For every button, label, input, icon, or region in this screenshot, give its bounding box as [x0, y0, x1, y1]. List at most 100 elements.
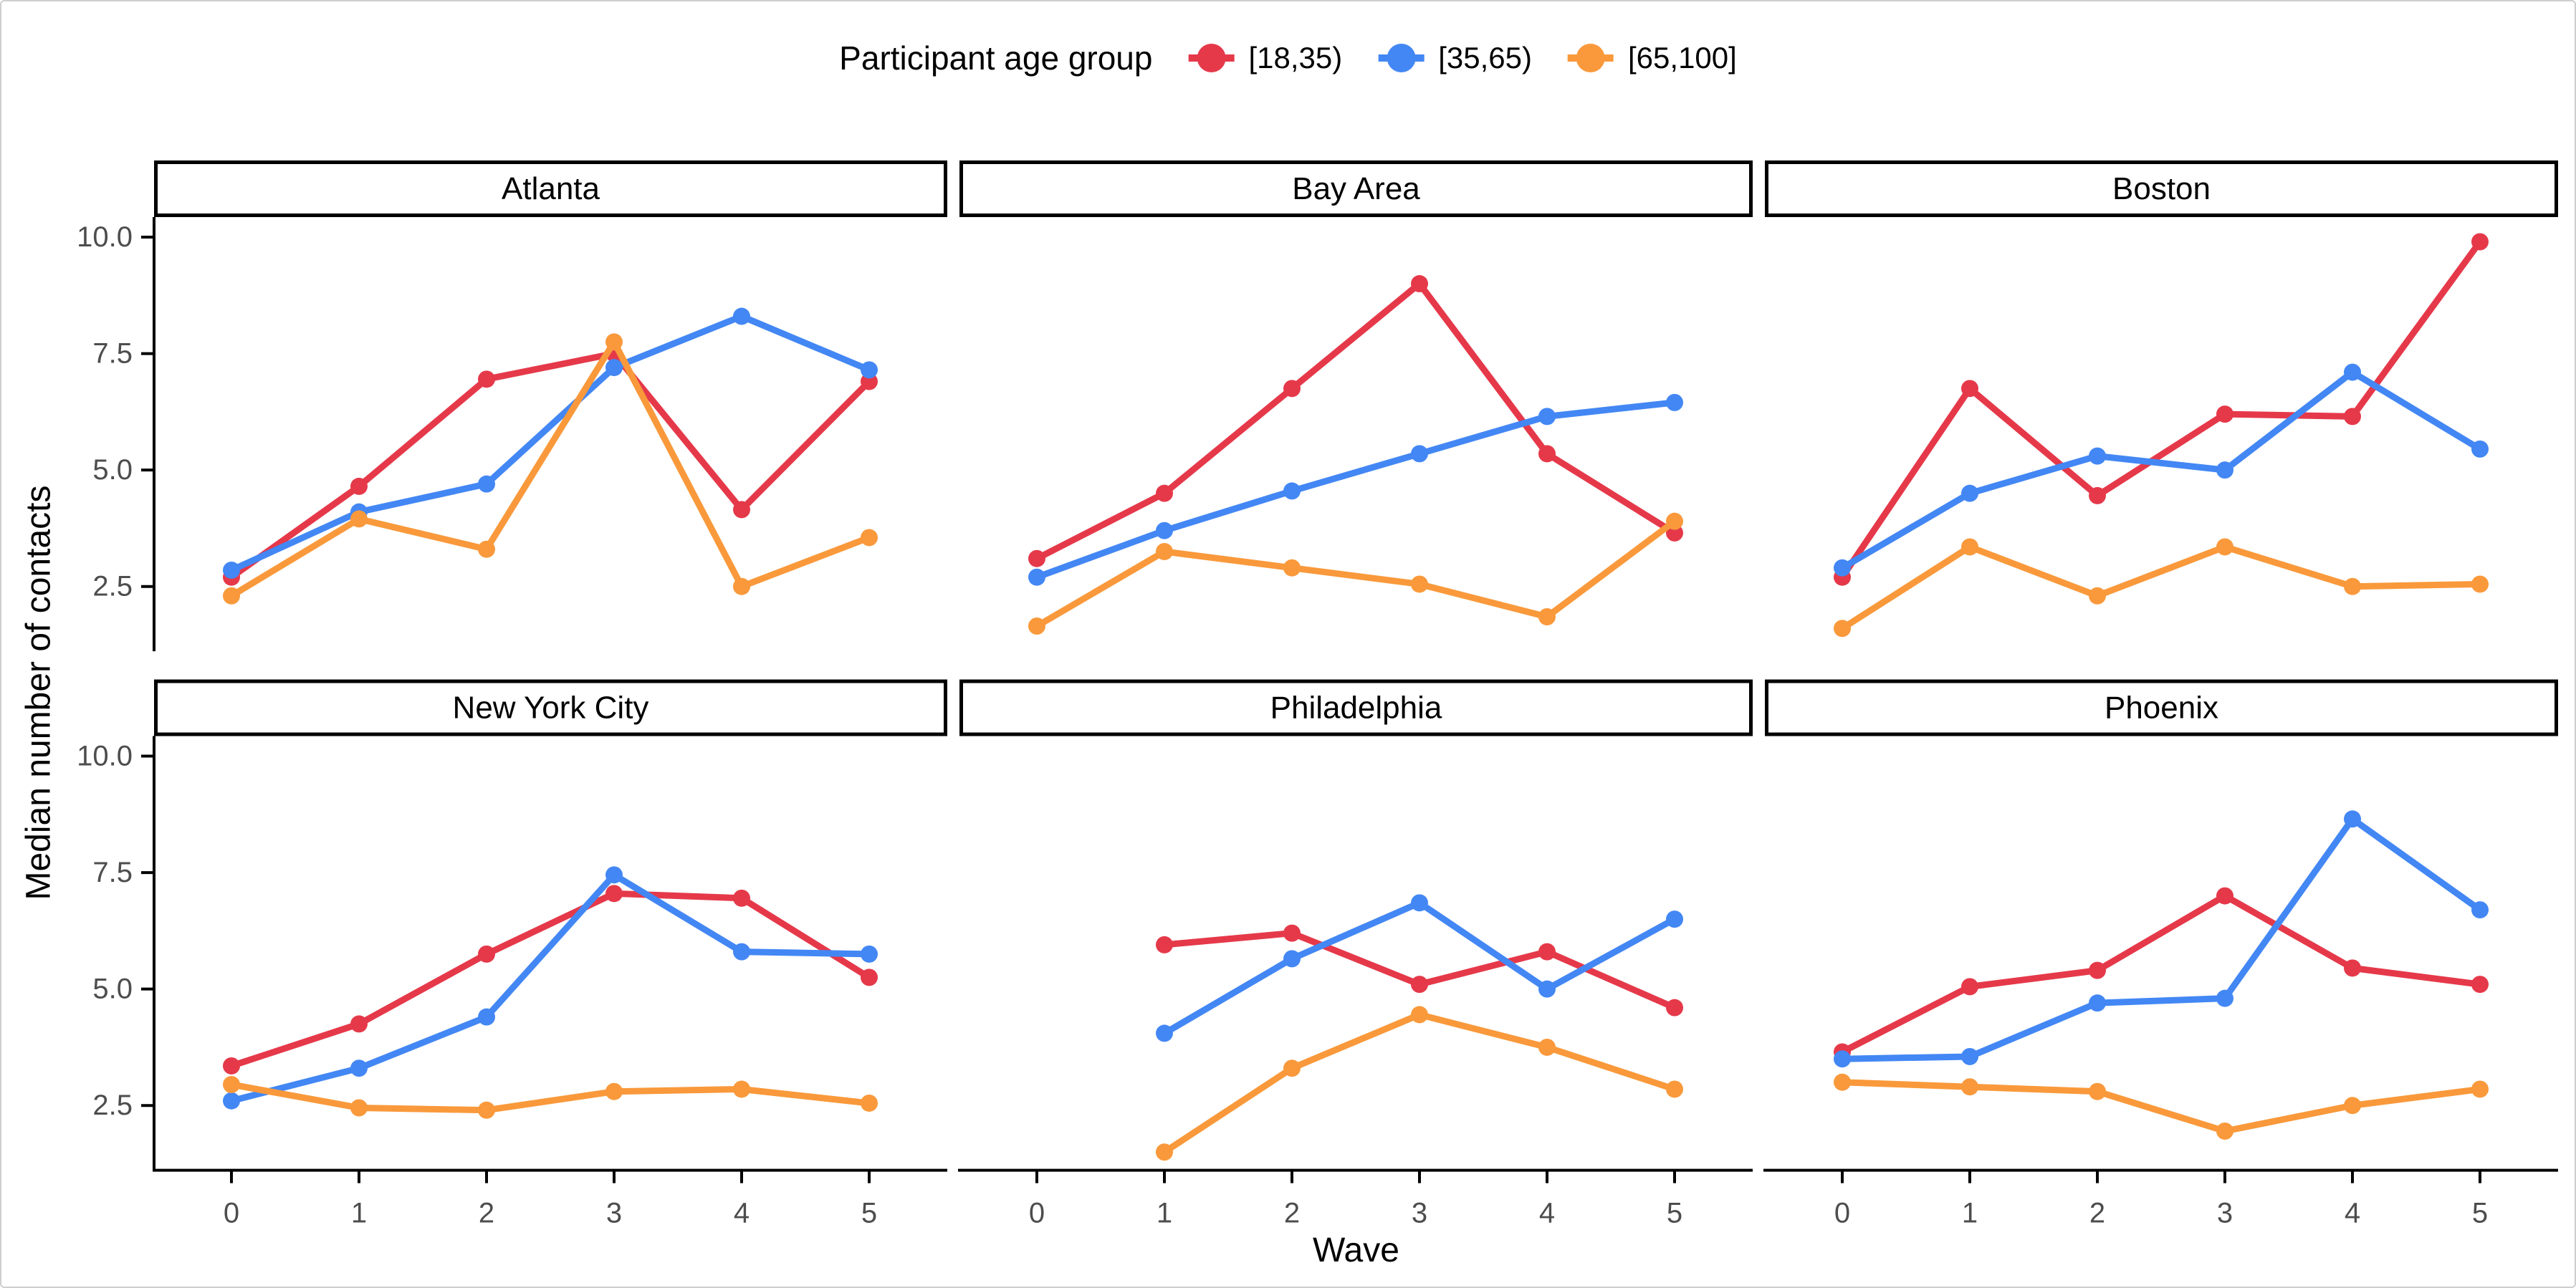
x-tick-label: 3: [1412, 1198, 1427, 1229]
data-point: [733, 577, 750, 595]
data-point: [1283, 950, 1301, 968]
x-tick-label: 0: [1029, 1198, 1045, 1229]
data-point: [1156, 936, 1173, 953]
x-tick-label: 5: [1667, 1198, 1682, 1229]
data-point: [2344, 1097, 2361, 1115]
series-line: [228, 890, 873, 1070]
facet-title: Atlanta: [502, 171, 600, 206]
data-point: [350, 1015, 368, 1033]
facet-strip: [1765, 160, 2558, 218]
data-point: [478, 475, 495, 493]
data-point: [223, 561, 240, 579]
facet-strip: [154, 160, 947, 218]
series-line: [228, 313, 873, 574]
legend-item: [18,35): [1185, 41, 1342, 75]
x-tick-label: 4: [2345, 1198, 2360, 1229]
data-point: [1961, 1078, 1978, 1096]
x-tick-label: 1: [1157, 1198, 1172, 1229]
data-point: [2471, 976, 2489, 994]
x-tick-label: 3: [606, 1198, 622, 1229]
legend-item-label: [65,100]: [1628, 41, 1737, 75]
data-point: [1028, 617, 1045, 635]
data-point: [1156, 522, 1173, 539]
data-point: [1283, 924, 1301, 942]
facet-panel: New York City 10.0 7.5 5.0 2.5 0 1 2 3 4 5: [77, 679, 947, 1229]
data-point: [223, 1075, 240, 1093]
legend-title: Participant age group: [839, 39, 1153, 77]
data-point: [861, 529, 878, 547]
data-point: [2216, 538, 2233, 556]
data-point: [1834, 559, 1851, 577]
facet-title: Phoenix: [2105, 691, 2218, 726]
data-point: [223, 1057, 240, 1075]
data-point: [2089, 587, 2106, 605]
data-point: [1283, 482, 1301, 500]
y-tick-label: 2.5: [92, 571, 133, 602]
y-tick-label: 10.0: [77, 221, 133, 253]
data-point: [2344, 408, 2361, 426]
data-point: [2344, 363, 2361, 381]
x-tick-label: 5: [2472, 1198, 2488, 1229]
data-point: [1666, 910, 1683, 928]
data-point: [223, 1092, 240, 1110]
data-point: [2344, 577, 2361, 595]
facet-strip: [959, 160, 1753, 218]
data-point: [2216, 989, 2233, 1007]
data-point: [861, 1094, 878, 1112]
series-line: [1161, 930, 1678, 1011]
y-tick-label: 2.5: [92, 1090, 133, 1121]
series-line: [1839, 893, 2484, 1055]
data-point: [1961, 978, 1978, 996]
facet-title: New York City: [453, 691, 649, 726]
data-point: [2216, 1122, 2233, 1140]
data-point: [1961, 484, 1978, 502]
x-tick-label: 0: [1834, 1198, 1850, 1229]
y-tick-label: 5.0: [92, 974, 133, 1005]
data-point: [1834, 1050, 1851, 1068]
data-point: [1028, 568, 1045, 586]
data-point: [1538, 980, 1556, 998]
data-point: [1666, 999, 1683, 1017]
data-point: [2089, 994, 2106, 1012]
data-point: [350, 1099, 368, 1117]
data-point: [1961, 1047, 1978, 1065]
series-line: [1839, 239, 2484, 581]
data-point: [733, 501, 750, 519]
data-point: [861, 945, 878, 963]
x-tick-label: 0: [224, 1198, 239, 1229]
facet-panel: Boston: [1765, 160, 2558, 638]
data-point: [2471, 440, 2489, 458]
data-point: [1538, 607, 1556, 625]
data-point: [1156, 542, 1173, 560]
data-point: [2089, 961, 2106, 979]
data-point: [605, 866, 623, 884]
data-point: [605, 333, 623, 351]
data-point: [350, 510, 368, 528]
data-point: [1961, 538, 1978, 556]
series-line: [1839, 543, 2484, 632]
data-point: [350, 1059, 368, 1077]
series-line: [1033, 399, 1678, 581]
series-line: [1033, 280, 1678, 562]
x-tick-label: 3: [2217, 1198, 2233, 1229]
series-line: [228, 1081, 873, 1114]
series-line: [228, 350, 873, 581]
legend-item-label: [35,65): [1438, 41, 1533, 75]
data-point: [1156, 484, 1173, 502]
data-point: [733, 943, 750, 961]
y-tick-label: 7.5: [92, 857, 133, 888]
data-point: [2089, 486, 2106, 504]
data-point: [2471, 1080, 2489, 1098]
data-point: [1156, 1143, 1173, 1161]
data-point: [478, 1008, 495, 1026]
data-point: [2216, 461, 2233, 479]
legend-item: [65,100]: [1565, 41, 1737, 75]
facet-strip: [154, 679, 947, 736]
data-point: [1411, 976, 1428, 994]
series-line: [228, 871, 873, 1105]
series-line: [1161, 1011, 1678, 1155]
y-tick-label: 5.0: [92, 454, 133, 486]
data-point: [2089, 1082, 2106, 1100]
series-line: [1839, 1079, 2484, 1135]
legend-key-icon: [1378, 44, 1425, 72]
